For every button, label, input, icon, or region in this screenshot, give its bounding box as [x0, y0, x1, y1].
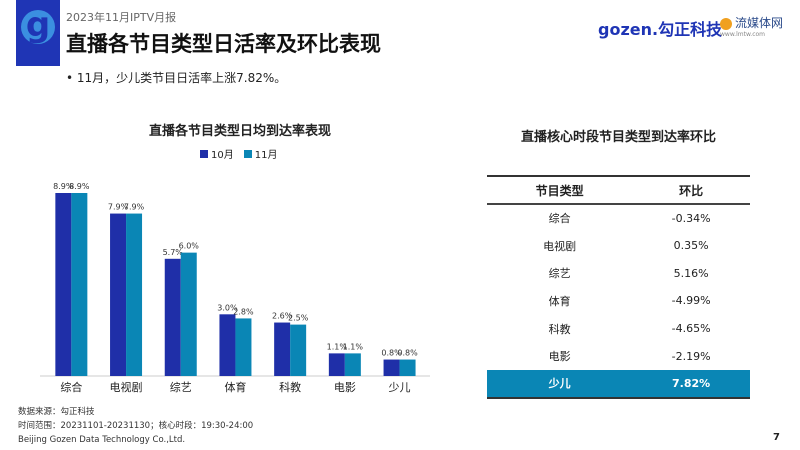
table-row: 少儿 7.82% — [487, 370, 750, 399]
table-row: 综合 -0.34% — [487, 204, 750, 232]
mom-cell: -4.99% — [671, 294, 711, 308]
type-cell: 科教 — [548, 322, 571, 336]
lmtw-logo-icon — [720, 17, 732, 30]
gozen-brand-logo: gozen.勾正科技 — [598, 20, 723, 39]
category-label: 科教 — [279, 380, 301, 394]
mom-table: 节目类型 环比 综合 -0.34% 电视剧 0.35% 综艺 5.16% 体育 -4.99% 科教… — [487, 175, 750, 399]
data-label: 2.8% — [233, 307, 254, 316]
footnotes: 数据来源：勾正科技 时间范围：20231101-20231130；核心时段：19… — [18, 405, 253, 447]
data-label: 8.9% — [53, 182, 74, 191]
bar-11月 — [344, 353, 361, 376]
bar-10月 — [110, 213, 127, 376]
legend-nov: 11月 — [243, 146, 277, 161]
mom-cell: 0.35% — [673, 239, 709, 253]
note-range: 时间范围：20231101-20231130；核心时段：19:30-24:00 — [18, 421, 254, 431]
bar-11月 — [399, 359, 416, 376]
lmtw-brand-logo: 流媒体网 www.lmtw.com — [720, 16, 784, 38]
category-label: 电影 — [334, 381, 356, 394]
bar-11月 — [71, 193, 88, 376]
data-label: 0.8% — [397, 349, 418, 358]
type-cell: 少儿 — [487, 370, 633, 399]
legend-oct: 10月 — [200, 146, 234, 161]
category-label: 电视剧 — [110, 380, 143, 394]
mom-cell: -4.65% — [671, 322, 711, 336]
bar-11月 — [290, 324, 307, 376]
table-title: 直播核心时段节目类型到达率环比 — [520, 130, 716, 145]
data-label: 6.0% — [179, 242, 200, 251]
bar-11月 — [126, 213, 143, 376]
data-label: 5.7% — [163, 248, 184, 257]
chart-title: 直播各节目类型日均到达率表现 — [148, 124, 331, 139]
data-label: 7.9% — [108, 203, 129, 212]
data-label: 1.1% — [343, 342, 364, 351]
table-row: 体育 -4.99% — [487, 287, 750, 315]
mom-cell: 7.82% — [632, 370, 750, 399]
type-cell: 电影 — [548, 350, 571, 364]
mom-cell: 5.16% — [673, 266, 709, 280]
bar-10月 — [383, 359, 400, 376]
col-header-mom: 环比 — [632, 175, 750, 205]
data-label: 2.6% — [272, 312, 293, 321]
mom-cell: -0.34% — [671, 211, 711, 225]
col-header-type: 节目类型 — [487, 175, 633, 205]
bar-10月 — [274, 322, 291, 376]
bar-11月 — [180, 252, 197, 376]
mom-cell: -2.19% — [671, 349, 711, 363]
table-row: 电视剧 0.35% — [487, 232, 750, 260]
gozen-logo-block: g — [16, 0, 60, 66]
table-row: 电影 -2.19% — [487, 342, 750, 370]
data-label: 0.8% — [381, 349, 402, 358]
category-label: 体育 — [224, 380, 246, 394]
bar-10月 — [164, 258, 181, 376]
note-company: Beijing Gozen Data Technology Co.,Ltd. — [18, 435, 186, 445]
note-source: 数据来源：勾正科技 — [18, 407, 95, 417]
bar-11月 — [235, 318, 252, 376]
data-label: 1.1% — [327, 342, 348, 351]
chart-legend: 10月 11月 — [200, 146, 277, 161]
data-label: 2.5% — [288, 314, 309, 323]
logo-g-icon: g — [21, 8, 55, 44]
type-cell: 综合 — [548, 212, 571, 226]
type-cell: 综艺 — [548, 267, 571, 281]
page-number: 7 — [773, 432, 780, 443]
bar-10月 — [55, 193, 72, 376]
table-row: 科教 -4.65% — [487, 315, 750, 343]
category-label: 综艺 — [170, 380, 192, 394]
type-cell: 体育 — [548, 294, 571, 308]
category-label: 综合 — [60, 380, 82, 394]
bar-chart: 8.9%8.9% 综合 7.9%7.9% 电视剧 5.7%6.0% 综艺 3.0%2.8% 体… — [40, 182, 430, 394]
type-cell: 电视剧 — [543, 239, 577, 253]
data-label: 3.0% — [217, 303, 238, 312]
data-label: 8.9% — [69, 182, 90, 191]
report-subtitle: 2023年11月IPTV月报 — [66, 11, 177, 24]
data-label: 7.9% — [124, 203, 145, 212]
category-label: 少儿 — [389, 381, 411, 394]
summary-bullet: • 11月，少儿类节目日活率上涨7.82%。 — [66, 71, 287, 85]
table-row: 综艺 5.16% — [487, 259, 750, 287]
bar-10月 — [219, 314, 236, 376]
bar-10月 — [328, 353, 345, 376]
page-title: 直播各节目类型日活率及环比表现 — [66, 32, 381, 56]
